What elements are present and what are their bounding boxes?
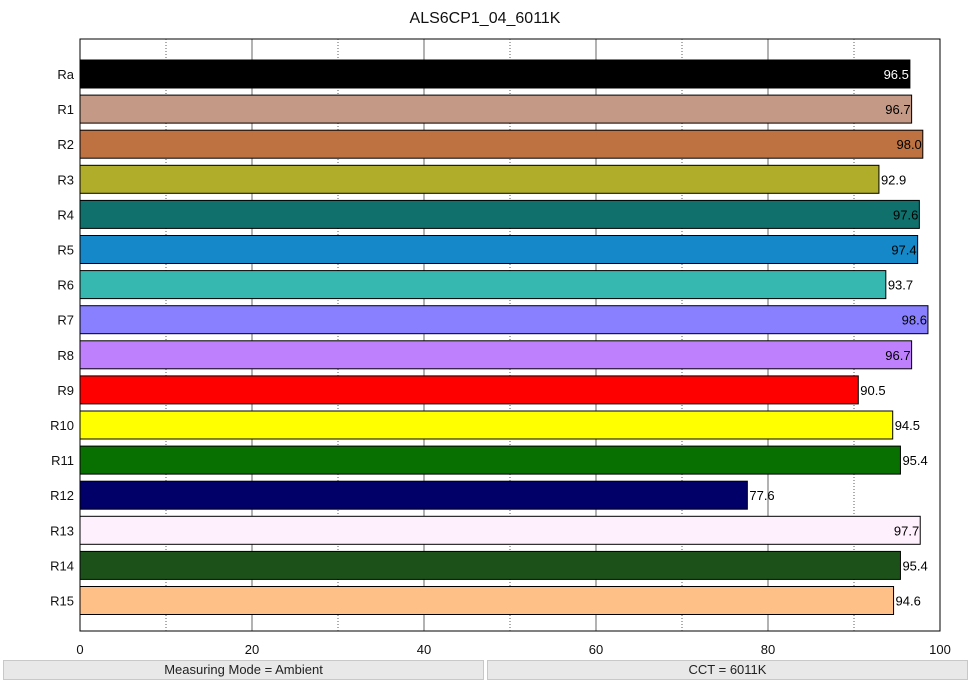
bar-value-label: 95.4 bbox=[902, 558, 927, 573]
category-label: R12 bbox=[50, 488, 74, 503]
category-label: R1 bbox=[57, 102, 74, 117]
bar bbox=[79, 59, 911, 89]
category-label: R10 bbox=[50, 418, 74, 433]
x-axis-ticks: 0 20 40 60 80 100 bbox=[76, 642, 950, 657]
category-label: R13 bbox=[50, 523, 74, 538]
category-label: R6 bbox=[57, 278, 74, 293]
bar-value-label: 97.4 bbox=[891, 243, 916, 258]
category-label: R9 bbox=[57, 383, 74, 398]
bar bbox=[79, 94, 913, 124]
bar bbox=[79, 550, 901, 580]
bar-value-label: 90.5 bbox=[860, 383, 885, 398]
bar-value-label: 97.7 bbox=[894, 523, 919, 538]
bar bbox=[79, 235, 919, 264]
bar-value-label: 96.5 bbox=[884, 67, 909, 82]
bar bbox=[79, 445, 901, 475]
x-tick-label: 0 bbox=[76, 642, 83, 657]
x-tick-label: 100 bbox=[929, 642, 951, 657]
bar-value-label: 97.6 bbox=[893, 207, 918, 222]
category-label: R3 bbox=[57, 172, 74, 187]
category-label: R8 bbox=[57, 348, 74, 363]
category-label: R4 bbox=[57, 207, 74, 222]
bar bbox=[79, 586, 895, 615]
bar bbox=[79, 199, 920, 229]
x-tick-label: 40 bbox=[417, 642, 431, 657]
bar bbox=[79, 164, 880, 194]
bar bbox=[79, 305, 929, 335]
category-label: R15 bbox=[50, 594, 74, 609]
bar bbox=[79, 375, 859, 405]
measuring-mode-field: Measuring Mode = Ambient bbox=[3, 660, 484, 680]
category-label: Ra bbox=[57, 67, 74, 82]
bar-value-label: 98.0 bbox=[896, 137, 921, 152]
bar bbox=[79, 480, 748, 510]
bar-value-label: 96.7 bbox=[885, 102, 910, 117]
bar-value-label: 93.7 bbox=[888, 278, 913, 293]
x-tick-label: 20 bbox=[245, 642, 259, 657]
bars: 96.5 96.7 98.0 92.9 97.6 97.4 93.7 98.6 96.7 90.5… bbox=[79, 59, 929, 615]
bar-value-label: 92.9 bbox=[881, 172, 906, 187]
x-tick-label: 60 bbox=[589, 642, 603, 657]
bar bbox=[79, 270, 887, 300]
category-labels: Ra R1 R2 R3 R4 R5 R6 R7 R8 R9 R10 R11 R12 R13 R14 R15 bbox=[50, 67, 75, 609]
bar-value-label: 94.5 bbox=[895, 418, 920, 433]
bar bbox=[79, 340, 913, 370]
category-label: R5 bbox=[57, 243, 74, 258]
bar-value-label: 98.6 bbox=[902, 313, 927, 328]
bar bbox=[79, 410, 894, 440]
chart-title: ALS6CP1_04_6011K bbox=[410, 10, 561, 27]
bar bbox=[79, 129, 924, 159]
bar-chart: ALS6CP1_04_6011K 96.5 96.7 98.0 92.9 97.6 97.… bbox=[50, 10, 951, 657]
x-tick-label: 80 bbox=[761, 642, 775, 657]
bar-value-label: 95.4 bbox=[902, 453, 927, 468]
cct-field: CCT = 6011K bbox=[487, 660, 968, 680]
bar bbox=[79, 515, 921, 545]
status-bar: Measuring Mode = Ambient CCT = 6011K bbox=[0, 658, 970, 683]
bar-value-label: 94.6 bbox=[896, 594, 921, 609]
bar-value-label: 77.6 bbox=[749, 488, 774, 503]
category-label: R14 bbox=[50, 558, 74, 573]
category-label: R7 bbox=[57, 313, 74, 328]
category-label: R11 bbox=[51, 453, 74, 468]
category-label: R2 bbox=[57, 137, 74, 152]
bar-value-label: 96.7 bbox=[885, 348, 910, 363]
